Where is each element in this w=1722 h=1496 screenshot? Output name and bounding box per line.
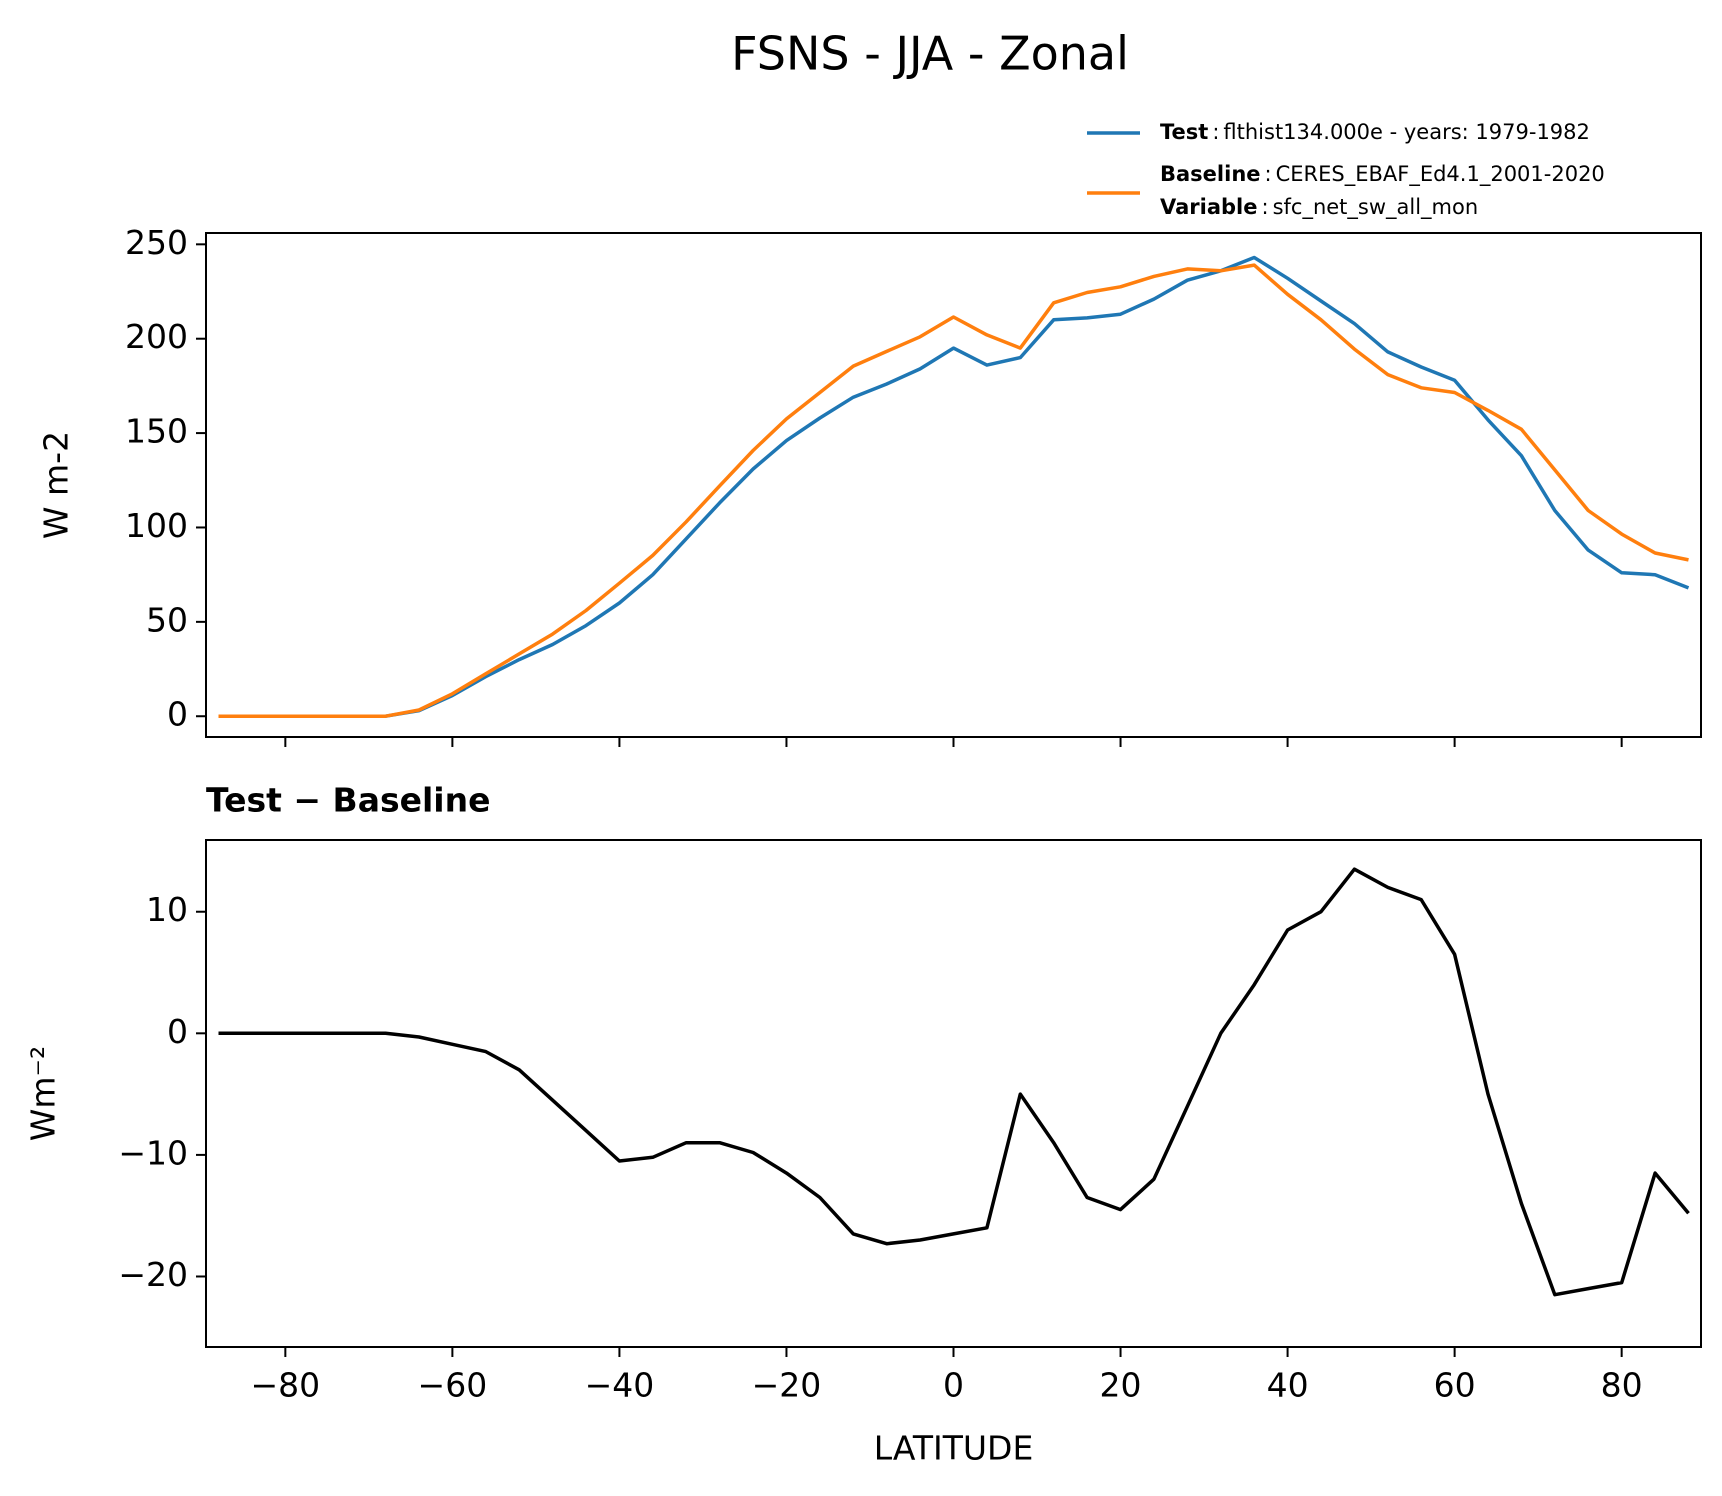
y-tick-label: 200	[125, 317, 188, 356]
series-line	[218, 867, 1690, 1297]
legend-name: Variable	[1160, 195, 1257, 219]
y-tick-label: 100	[125, 506, 188, 545]
legend-label: Baseline: CERES_EBAF_Ed4.1_2001-2020	[1160, 162, 1605, 187]
plot-frame	[205, 839, 1702, 1348]
x-tick-label: 20	[1100, 1366, 1142, 1405]
plot-frame	[205, 232, 1702, 738]
series-line	[218, 255, 1690, 718]
y-tick-label: 0	[167, 1012, 188, 1051]
panel-title: Test − Baseline	[206, 781, 491, 820]
chart-title: FSNS - JJA - Zonal	[731, 27, 1129, 81]
x-tick-label: −40	[585, 1366, 655, 1405]
x-tick-label: −60	[418, 1366, 488, 1405]
x-tick-label: 60	[1434, 1366, 1476, 1405]
x-tick-label: 80	[1601, 1366, 1643, 1405]
x-tick-label: 40	[1267, 1366, 1309, 1405]
legend-name: Test	[1160, 120, 1208, 144]
legend-label: Variable: sfc_net_sw_all_mon	[1160, 195, 1478, 220]
legend-separator: :	[1212, 120, 1219, 144]
x-axis-label: LATITUDE	[874, 1429, 1034, 1468]
legend-separator: :	[1261, 195, 1268, 219]
y-tick-label: 0	[167, 695, 188, 734]
legend-separator: :	[1265, 162, 1272, 186]
series-line	[218, 263, 1689, 718]
legend-name: Baseline	[1160, 162, 1261, 186]
y-tick-label: 150	[125, 412, 188, 451]
legend-label: Test: flthist134.000e - years: 1979-1982	[1160, 120, 1590, 144]
x-tick-label: −20	[752, 1366, 822, 1405]
legend-description: flthist134.000e - years: 1979-1982	[1223, 120, 1589, 144]
y-tick-label: −10	[118, 1133, 188, 1172]
y-tick-label: 50	[146, 600, 188, 639]
y-axis-label: Wm⁻²	[24, 1046, 63, 1141]
y-tick-label: 10	[146, 890, 188, 929]
x-tick-label: −80	[251, 1366, 321, 1405]
legend-description: sfc_net_sw_all_mon	[1273, 195, 1479, 220]
y-axis-label: W m-2	[37, 431, 76, 539]
y-tick-label: −20	[118, 1255, 188, 1294]
legend-description: CERES_EBAF_Ed4.1_2001-2020	[1276, 162, 1605, 187]
y-tick-label: 250	[125, 223, 188, 262]
x-tick-label: 0	[943, 1366, 964, 1405]
